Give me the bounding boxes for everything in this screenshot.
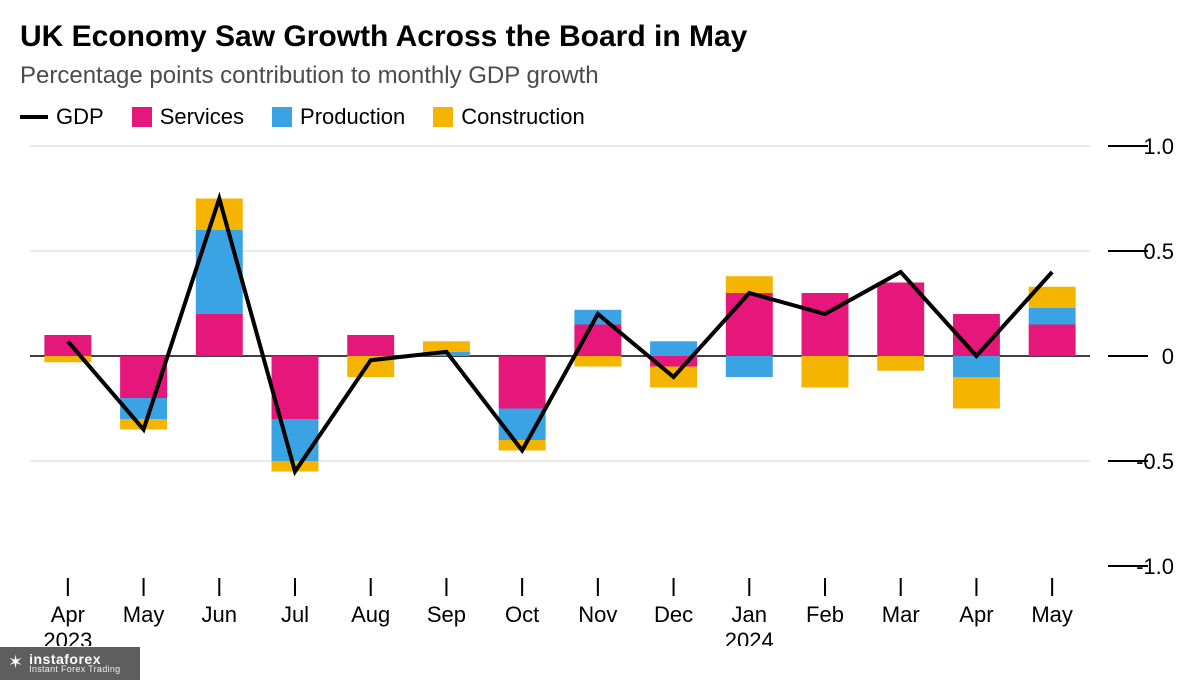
y-tick-label: 0.5 [1143, 239, 1174, 264]
globe-icon: ✶ [8, 652, 23, 673]
chart-svg: -1.0 -0.5 0 0.5 1.0 Apr May Jun Jul Aug Sep Oct Nov D… [20, 136, 1180, 646]
x-tick-label: May [1031, 602, 1073, 627]
y-tick-label: -0.5 [1136, 449, 1174, 474]
bar-services [44, 335, 91, 356]
line-icon [20, 115, 48, 119]
x-tick-label: Jul [281, 602, 309, 627]
legend-item-services: Services [132, 104, 244, 130]
watermark: ✶ instaforex Instant Forex Trading [0, 647, 140, 680]
watermark-tagline: Instant Forex Trading [29, 664, 120, 674]
x-tick-label: Jan [732, 602, 767, 627]
x-tick-label: Apr [959, 602, 993, 627]
x-tick-label: Nov [578, 602, 617, 627]
bar-construction [953, 377, 1000, 409]
x-tick-label: Mar [882, 602, 920, 627]
x-tick-label: Apr [51, 602, 85, 627]
y-tick-label: 0 [1162, 344, 1174, 369]
x-tick-label: Aug [351, 602, 390, 627]
chart-title: UK Economy Saw Growth Across the Board i… [20, 20, 1180, 54]
legend-label: GDP [56, 104, 104, 130]
bar-services [499, 356, 546, 409]
y-tick-label: 1.0 [1143, 136, 1174, 159]
x-year-label: 2024 [725, 628, 774, 646]
bar-services [726, 293, 773, 356]
legend-label: Services [160, 104, 244, 130]
bar-services [1029, 325, 1076, 357]
bar-services [877, 283, 924, 357]
legend-label: Production [300, 104, 405, 130]
x-tick-label: Feb [806, 602, 844, 627]
swatch-icon [272, 107, 292, 127]
bar-services [802, 293, 849, 356]
bar-production [272, 419, 319, 461]
legend-item-production: Production [272, 104, 405, 130]
bar-production [1029, 308, 1076, 325]
chart-container: UK Economy Saw Growth Across the Board i… [0, 0, 1200, 680]
x-tick-label: May [123, 602, 165, 627]
x-year-label: 2023 [43, 628, 92, 646]
x-tick-label: Sep [427, 602, 466, 627]
bar-production [650, 341, 697, 356]
bar-construction [802, 356, 849, 388]
bar-services [196, 314, 243, 356]
x-tick-label: Jun [202, 602, 237, 627]
bar-production [953, 356, 1000, 377]
x-tick-label: Dec [654, 602, 693, 627]
legend-item-construction: Construction [433, 104, 585, 130]
legend: GDP Services Production Construction [20, 104, 1180, 130]
bar-services [347, 335, 394, 356]
swatch-icon [433, 107, 453, 127]
bar-construction [574, 356, 621, 367]
legend-label: Construction [461, 104, 585, 130]
plot-area: -1.0 -0.5 0 0.5 1.0 Apr May Jun Jul Aug Sep Oct Nov D… [20, 136, 1180, 646]
bar-production [726, 356, 773, 377]
bar-construction [726, 276, 773, 293]
swatch-icon [132, 107, 152, 127]
chart-subtitle: Percentage points contribution to monthl… [20, 62, 1180, 90]
x-tick-label: Oct [505, 602, 539, 627]
bar-construction [877, 356, 924, 371]
y-tick-label: -1.0 [1136, 554, 1174, 579]
legend-item-gdp: GDP [20, 104, 104, 130]
